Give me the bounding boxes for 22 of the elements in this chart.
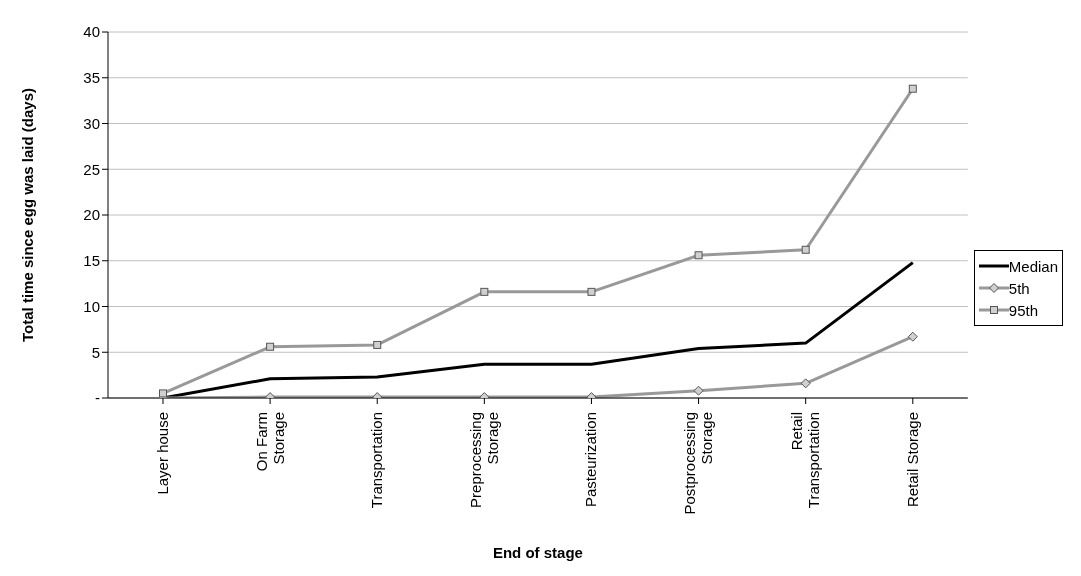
legend-label: 95th — [1008, 301, 1038, 319]
x-tick-label: Retail Transportation — [788, 412, 823, 509]
x-tick-label: Transportation — [368, 412, 386, 509]
legend-label: 5th — [1008, 279, 1030, 297]
x-tick-label: Pasteurization — [582, 412, 600, 508]
y-tick-label: 5 — [91, 343, 100, 361]
x-axis-title: End of stage — [492, 544, 583, 561]
y-tick-label: 25 — [83, 160, 100, 178]
y-tick-label: 30 — [83, 114, 100, 132]
y-tick-label: 40 — [83, 23, 100, 41]
y-tick-label: 20 — [83, 206, 100, 224]
y-tick-label: 15 — [83, 252, 100, 270]
x-tick-label: Retail Storage — [903, 412, 921, 508]
x-tick-label: Preprocessing Storage — [466, 412, 501, 508]
x-tick-label: Layer house — [154, 412, 171, 495]
y-tick-label: 35 — [83, 69, 100, 87]
y-tick-label: 10 — [83, 297, 100, 315]
y-axis-title: Total time since egg was laid (days) — [19, 88, 37, 342]
x-tick-label: Postprocessing Storage — [681, 412, 716, 515]
legend-label: Median — [1008, 257, 1058, 275]
x-tick-label: On Farm Storage — [252, 412, 287, 472]
y-tick-label: - — [95, 389, 100, 407]
